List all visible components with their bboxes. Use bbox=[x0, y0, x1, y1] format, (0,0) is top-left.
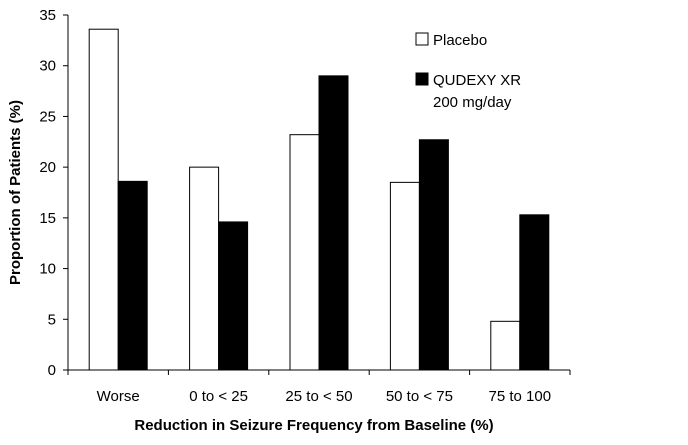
y-tick-label: 15 bbox=[39, 210, 56, 227]
y-tick-label: 35 bbox=[39, 7, 56, 24]
legend-label-qudexy-line1: QUDEXY XR bbox=[433, 72, 521, 89]
y-tick-label: 20 bbox=[39, 159, 56, 176]
x-tick-label: 50 to < 75 bbox=[386, 388, 453, 405]
x-tick-label: Worse bbox=[97, 388, 140, 405]
y-tick-label: 30 bbox=[39, 58, 56, 75]
bar-placebo bbox=[189, 166, 220, 371]
legend-label-qudexy-line2: 200 mg/day bbox=[433, 94, 512, 111]
y-tick-label: 5 bbox=[48, 311, 56, 328]
legend-swatch-placebo bbox=[415, 32, 429, 46]
bars bbox=[88, 28, 550, 371]
y-tick-label: 10 bbox=[39, 261, 56, 278]
x-axis-title: Reduction in Seizure Frequency from Base… bbox=[134, 417, 493, 434]
bar-qudexy bbox=[117, 180, 148, 371]
legend: Placebo QUDEXY XR 200 mg/day bbox=[415, 32, 521, 111]
bar-placebo bbox=[289, 134, 320, 371]
x-axis-ticks: Worse 0 to < 25 25 to < 50 50 to < 75 75 to … bbox=[67, 370, 571, 405]
y-tick-label: 25 bbox=[39, 108, 56, 125]
bar-placebo bbox=[490, 320, 521, 371]
bar-qudexy bbox=[519, 214, 550, 371]
legend-swatch-qudexy bbox=[415, 72, 429, 86]
bar-qudexy bbox=[218, 221, 249, 371]
y-tick-label: 0 bbox=[48, 362, 56, 379]
bar-qudexy bbox=[418, 139, 449, 371]
bar-qudexy bbox=[318, 75, 349, 371]
y-axis-title: Proportion of Patients (%) bbox=[7, 100, 24, 285]
bar-placebo bbox=[389, 181, 420, 371]
bar-placebo bbox=[88, 28, 119, 371]
x-tick-label: 75 to 100 bbox=[489, 388, 552, 405]
legend-label-placebo: Placebo bbox=[433, 32, 487, 49]
y-axis-ticks: 0 5 10 15 20 25 30 35 bbox=[39, 7, 68, 379]
x-tick-label: 0 to < 25 bbox=[189, 388, 248, 405]
x-tick-label: 25 to < 50 bbox=[285, 388, 352, 405]
